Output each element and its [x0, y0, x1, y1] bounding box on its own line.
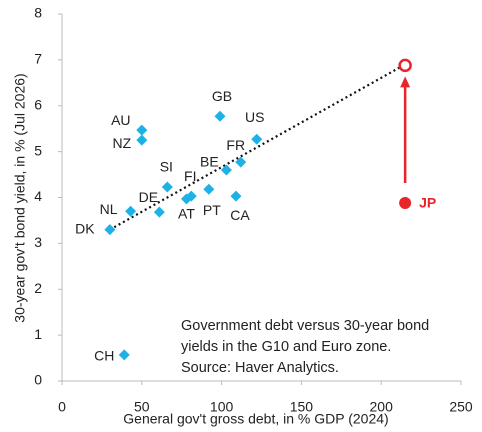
highlight-label: JP — [419, 195, 436, 211]
data-point — [235, 156, 247, 168]
y-tick-label: 0 — [34, 372, 42, 388]
data-point — [118, 349, 130, 361]
point-label: CH — [94, 348, 114, 364]
annotation: Government debt versus 30-year bond — [181, 318, 429, 334]
x-tick-label: 0 — [58, 399, 66, 415]
projected-point — [398, 58, 412, 73]
point-label: CA — [230, 207, 250, 223]
trendline — [109, 63, 406, 231]
point-label: FI — [184, 168, 196, 184]
point-label: DE — [139, 189, 158, 205]
point-label: FR — [226, 137, 245, 153]
y-tick-label: 4 — [34, 188, 42, 204]
point-label: NL — [100, 201, 118, 217]
arrow-head — [400, 76, 411, 88]
point-label: US — [245, 109, 264, 125]
point-label: AU — [111, 112, 130, 128]
y-tick-label: 5 — [34, 142, 42, 158]
data-point — [104, 224, 116, 236]
data-point — [251, 133, 263, 145]
y-tick-label: 1 — [34, 326, 42, 342]
x-tick-label: 250 — [449, 399, 473, 415]
data-point — [153, 206, 165, 218]
x-tick-label: 200 — [370, 399, 394, 415]
point-label: AT — [178, 206, 195, 222]
data-point — [180, 193, 192, 205]
y-tick-label: 8 — [34, 5, 42, 21]
point-label: NZ — [112, 135, 131, 151]
data-point — [125, 205, 137, 217]
data-point — [220, 164, 232, 176]
data-point — [161, 181, 173, 193]
x-axis-label: General gov't gross debt, in % GDP (2024… — [123, 411, 388, 427]
data-point — [214, 110, 226, 122]
y-tick-label: 3 — [34, 234, 42, 250]
point-label: SI — [160, 159, 173, 175]
data-point — [203, 183, 215, 195]
y-axis-label: 30-year gov't bond yield, in % (Jul 2026… — [12, 73, 28, 322]
point-label: DK — [75, 220, 95, 236]
y-tick-label: 6 — [34, 96, 42, 112]
point-label: PT — [203, 202, 221, 218]
y-tick-label: 7 — [34, 51, 42, 67]
point-label: GB — [212, 88, 232, 104]
data-point — [136, 134, 148, 146]
annotation: Source: Haver Analytics. — [181, 360, 339, 376]
point-label: BE — [200, 154, 219, 170]
x-tick-label: 50 — [134, 399, 150, 415]
y-tick-label: 2 — [34, 280, 42, 296]
data-point — [230, 190, 242, 202]
x-tick-label: 100 — [210, 399, 234, 415]
annotation: yields in the G10 and Euro zone. — [181, 339, 391, 355]
data-point — [136, 124, 148, 136]
x-tick-label: 150 — [290, 399, 314, 415]
highlight-point — [399, 197, 412, 210]
